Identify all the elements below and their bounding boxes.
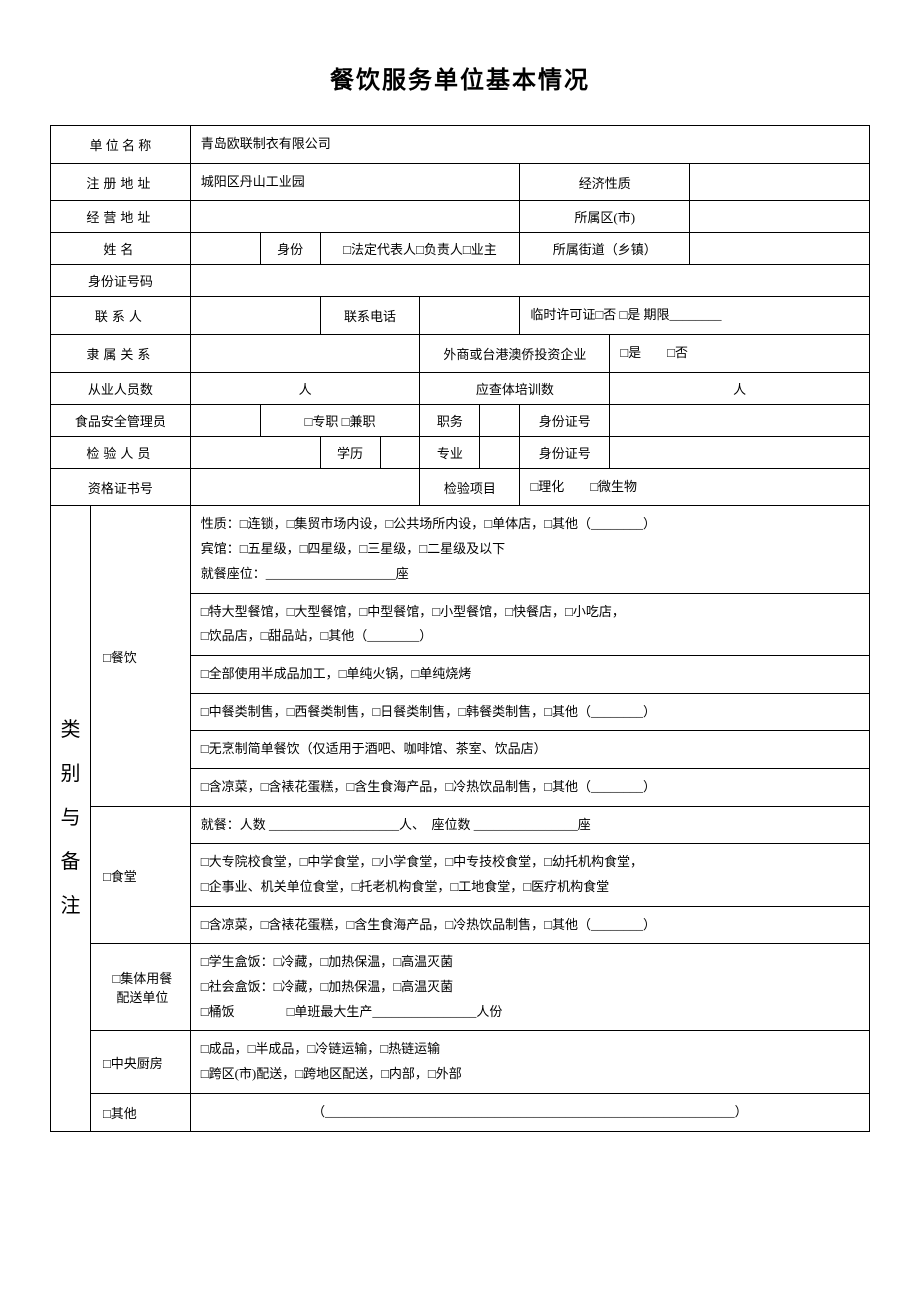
name-label: 姓名 [51, 233, 191, 265]
major-value [480, 436, 520, 468]
train-count-label: 应查体培训数 [420, 372, 610, 404]
id3-value [610, 436, 870, 468]
id-num-value [190, 265, 869, 297]
foreign-invest-label: 外商或台港澳侨投资企业 [420, 335, 610, 373]
canyin-row3: □全部使用半成品加工，□单纯火锅，□单纯烧烤 [190, 655, 869, 693]
id3-label: 身份证号 [520, 436, 610, 468]
major-label: 专业 [420, 436, 480, 468]
jiti-label: □集体用餐配送单位 [90, 944, 190, 1031]
contact-value [190, 297, 320, 335]
emp-count-label: 从业人员数 [51, 372, 191, 404]
biz-addr-label: 经营地址 [51, 201, 191, 233]
canyin-row6: □含凉菜，□含裱花蛋糕，□含生食海产品，□冷热饮品制售，□其他（________… [190, 768, 869, 806]
identity-label: 身份 [260, 233, 320, 265]
unit-name-label: 单 位 名 称 [51, 126, 191, 164]
canyin-row4: □中餐类制售，□西餐类制售，□日餐类制售，□韩餐类制售，□其他（________… [190, 693, 869, 731]
phone-label: 联系电话 [320, 297, 420, 335]
category-vlabel: 类别与备注 [51, 506, 91, 1131]
inspector-label: 检验人员 [51, 436, 191, 468]
inspector-value [190, 436, 320, 468]
district-label: 所属区(市) [520, 201, 690, 233]
district-value [690, 201, 870, 233]
contact-label: 联系人 [51, 297, 191, 335]
form-table: 单 位 名 称 青岛欧联制衣有限公司 注册地址 城阳区丹山工业园 经济性质 经营… [50, 125, 870, 1132]
biz-addr-value [190, 201, 520, 233]
qita-label: □其他 [90, 1093, 190, 1131]
affil-label: 隶属关系 [51, 335, 191, 373]
affil-value [190, 335, 420, 373]
safety-mgr-label: 食品安全管理员 [51, 404, 191, 436]
chufang-label: □中央厨房 [90, 1031, 190, 1093]
chufang-row1: □成品，□半成品，□冷链运输，□热链运输□跨区(市)配送，□跨地区配送，□内部，… [190, 1031, 869, 1093]
shitang-label: □食堂 [90, 806, 190, 944]
test-item-opts: □理化 □微生物 [520, 468, 870, 506]
canyin-row5: □无烹制简单餐饮（仅适用于酒吧、咖啡馆、茶室、饮品店） [190, 731, 869, 769]
temp-permit: 临时许可证□否 □是 期限________ [520, 297, 870, 335]
cert-value [190, 468, 420, 506]
canyin-label: □餐饮 [90, 506, 190, 806]
econ-type-label: 经济性质 [520, 163, 690, 201]
page-title: 餐饮服务单位基本情况 [50, 60, 870, 95]
safety-mgr-value [190, 404, 260, 436]
street-value [690, 233, 870, 265]
unit-name-value: 青岛欧联制衣有限公司 [190, 126, 869, 164]
qita-row1: （_______________________________________… [190, 1093, 869, 1131]
jiti-row1: □学生盒饭：□冷藏，□加热保温，□高温灭菌□社会盒饭：□冷藏，□加热保温，□高温… [190, 944, 869, 1031]
foreign-invest-opts: □是 □否 [610, 335, 870, 373]
reg-addr-value: 城阳区丹山工业园 [190, 163, 520, 201]
emp-count-unit: 人 [190, 372, 420, 404]
cert-label: 资格证书号 [51, 468, 191, 506]
id2-value [610, 404, 870, 436]
id-num-label: 身份证号码 [51, 265, 191, 297]
reg-addr-label: 注册地址 [51, 163, 191, 201]
street-label: 所属街道（乡镇） [520, 233, 690, 265]
econ-type-value [690, 163, 870, 201]
canyin-row2: □特大型餐馆，□大型餐馆，□中型餐馆，□小型餐馆，□快餐店，□小吃店，□饮品店，… [190, 593, 869, 655]
edu-label: 学历 [320, 436, 380, 468]
safety-mgr-opts: □专职 □兼职 [260, 404, 420, 436]
shitang-row1: 就餐：人数 ____________________人、 座位数 _______… [190, 806, 869, 844]
position-value [480, 404, 520, 436]
test-item-label: 检验项目 [420, 468, 520, 506]
shitang-row3: □含凉菜，□含裱花蛋糕，□含生食海产品，□冷热饮品制售，□其他（________… [190, 906, 869, 944]
canyin-row1: 性质：□连锁，□集贸市场内设，□公共场所内设，□单体店，□其他（________… [190, 506, 869, 593]
phone-value [420, 297, 520, 335]
train-count-unit: 人 [610, 372, 870, 404]
identity-opts: □法定代表人□负责人□业主 [320, 233, 520, 265]
shitang-row2: □大专院校食堂，□中学食堂，□小学食堂，□中专技校食堂，□幼托机构食堂，□企事业… [190, 844, 869, 906]
position-label: 职务 [420, 404, 480, 436]
name-value [190, 233, 260, 265]
edu-value [380, 436, 420, 468]
id2-label: 身份证号 [520, 404, 610, 436]
